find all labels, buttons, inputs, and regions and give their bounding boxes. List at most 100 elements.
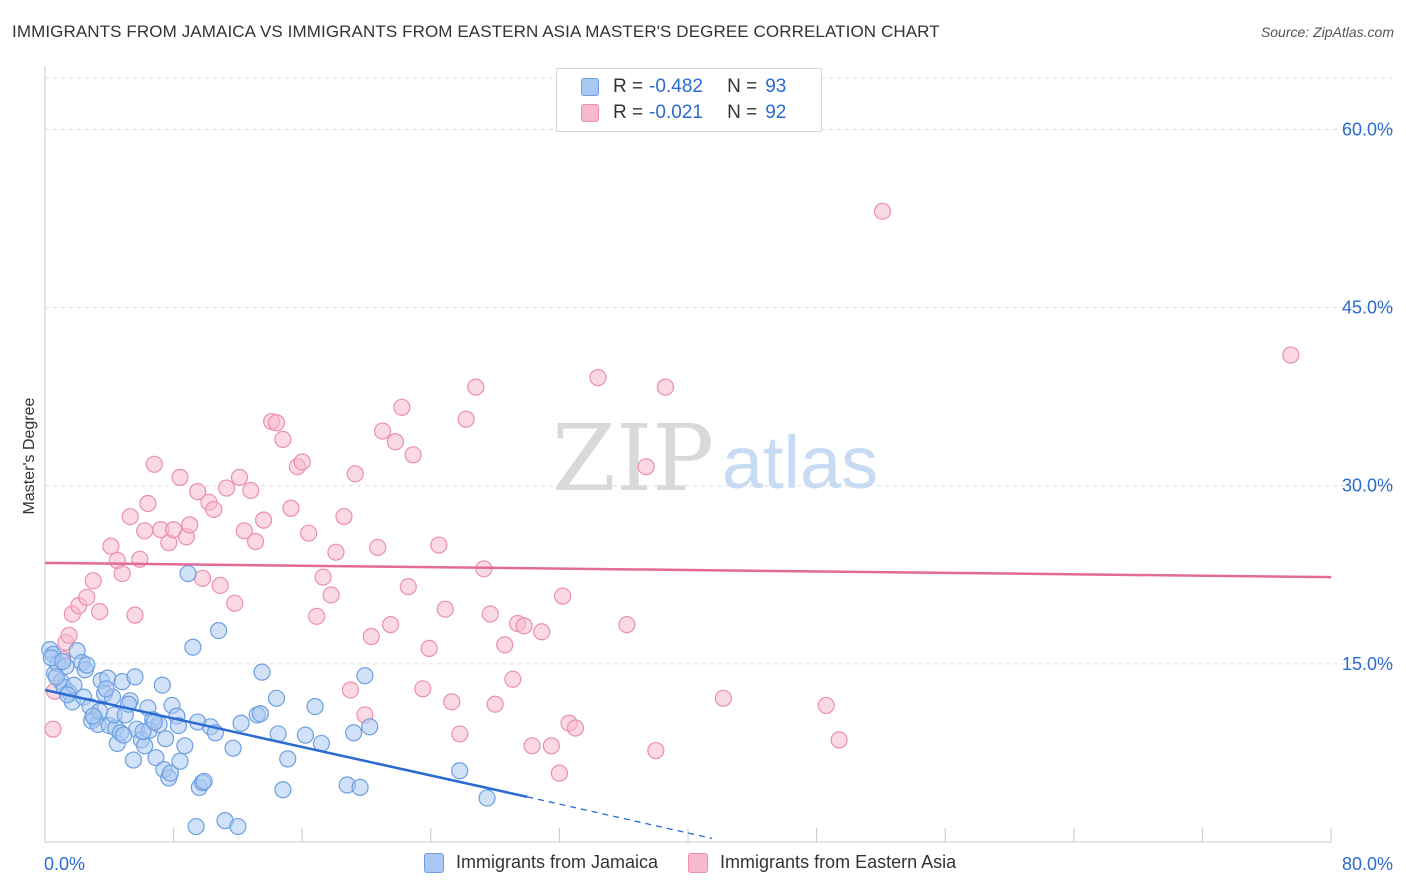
data-point-jamaica	[267, 689, 286, 707]
data-point-eastern-asia	[218, 479, 236, 497]
data-point-eastern-asia	[205, 500, 223, 519]
y-tick-label: 30.0%	[1342, 476, 1393, 496]
data-point-eastern-asia	[496, 636, 514, 654]
data-point-eastern-asia	[467, 378, 485, 396]
source-label: Source: ZipAtlas.com	[1260, 24, 1394, 40]
legend-n-value: 93	[765, 76, 787, 97]
data-point-eastern-asia	[91, 602, 109, 621]
data-point-eastern-asia	[420, 639, 438, 658]
data-point-jamaica	[345, 724, 363, 742]
legend-row-eastern-asia: R = -0.021 N = 92	[581, 101, 786, 125]
data-point-jamaica	[124, 751, 143, 769]
data-point-jamaica	[210, 621, 228, 640]
data-point-eastern-asia	[373, 422, 392, 440]
data-point-eastern-asia	[126, 606, 144, 624]
data-point-eastern-asia	[1282, 346, 1300, 364]
data-point-eastern-asia	[193, 569, 212, 587]
data-point-eastern-asia	[656, 378, 675, 396]
data-point-eastern-asia	[246, 532, 265, 551]
data-point-eastern-asia	[362, 627, 380, 646]
data-point-jamaica	[179, 564, 197, 583]
data-point-eastern-asia	[274, 430, 292, 448]
data-point-jamaica	[187, 817, 205, 836]
legend-n-label: N =	[727, 76, 758, 97]
y-tick-label: 60.0%	[1342, 119, 1393, 139]
data-point-jamaica	[161, 764, 179, 782]
data-point-eastern-asia	[139, 494, 157, 513]
data-point-jamaica	[147, 749, 165, 767]
x-tick-label: 0.0%	[44, 854, 85, 874]
data-point-eastern-asia	[542, 737, 560, 755]
data-point-eastern-asia	[523, 737, 541, 755]
data-point-eastern-asia	[873, 202, 892, 220]
legend-item-eastern-asia[interactable]: Immigrants from Eastern Asia	[688, 852, 956, 873]
legend-swatch-jamaica	[424, 852, 444, 873]
data-point-eastern-asia	[589, 369, 607, 387]
watermark: ZIP atlas	[552, 405, 878, 512]
data-point-eastern-asia	[327, 543, 345, 561]
data-point-eastern-asia	[399, 578, 417, 596]
data-point-jamaica	[54, 652, 72, 671]
trend-line-jamaica	[44, 688, 528, 799]
legend-r-label: R =	[613, 76, 644, 97]
data-point-eastern-asia	[504, 670, 522, 688]
data-point-eastern-asia	[293, 453, 311, 471]
x-tick-label: 80.0%	[1342, 854, 1393, 874]
data-point-eastern-asia	[457, 410, 475, 428]
series-legend: Immigrants from Jamaica Immigrants from …	[424, 852, 986, 873]
data-point-eastern-asia	[189, 483, 207, 501]
data-point-eastern-asia	[393, 398, 411, 416]
data-point-eastern-asia	[369, 538, 387, 557]
data-point-eastern-asia	[171, 468, 189, 486]
trend-lines	[44, 561, 1332, 840]
data-point-eastern-asia	[386, 433, 405, 451]
data-point-eastern-asia	[136, 522, 154, 540]
data-point-jamaica	[78, 656, 96, 674]
data-point-jamaica	[171, 752, 189, 770]
data-point-jamaica	[156, 730, 175, 748]
data-point-jamaica	[176, 737, 194, 755]
legend-n-value: 92	[765, 102, 787, 123]
series-jamaica-points	[41, 564, 496, 836]
data-point-jamaica	[351, 778, 369, 796]
data-point-eastern-asia	[830, 731, 848, 749]
data-point-eastern-asia	[300, 524, 318, 542]
data-point-eastern-asia	[382, 616, 400, 634]
watermark-atlas: atlas	[722, 421, 878, 504]
legend-item-jamaica[interactable]: Immigrants from Jamaica	[424, 852, 658, 873]
legend-label-eastern-asia: Immigrants from Eastern Asia	[720, 852, 957, 872]
legend-swatch-eastern-asia	[688, 852, 709, 873]
data-point-jamaica	[296, 726, 315, 744]
data-point-jamaica	[306, 698, 324, 716]
data-point-eastern-asia	[817, 696, 835, 715]
data-point-jamaica	[47, 668, 65, 686]
legend-r-value: -0.482	[649, 76, 703, 97]
data-point-eastern-asia	[404, 446, 422, 464]
data-point-jamaica	[451, 762, 469, 780]
data-point-jamaica	[84, 707, 102, 725]
data-point-eastern-asia	[714, 689, 732, 707]
data-point-eastern-asia	[486, 695, 504, 713]
data-point-eastern-asia	[113, 564, 131, 583]
data-point-jamaica	[184, 638, 202, 656]
legend-row-jamaica: R = -0.482 N = 93	[581, 75, 786, 99]
data-point-eastern-asia	[230, 468, 249, 486]
data-point-eastern-asia	[60, 626, 78, 644]
trend-line-jamaica-extension	[527, 796, 713, 840]
data-point-eastern-asia	[550, 764, 569, 782]
data-point-eastern-asia	[443, 693, 461, 711]
data-point-eastern-asia	[430, 536, 448, 554]
tick-labels: 15.0% 30.0% 45.0% 60.0% 0.0% 80.0%	[44, 119, 1393, 874]
axes	[44, 66, 1332, 843]
data-point-jamaica	[279, 750, 297, 768]
legend-swatch-eastern-asia	[581, 104, 599, 122]
watermark-zip: ZIP	[552, 405, 714, 512]
data-point-eastern-asia	[414, 680, 432, 698]
data-point-eastern-asia	[436, 600, 454, 618]
data-point-eastern-asia	[618, 616, 636, 634]
data-point-jamaica	[253, 663, 271, 681]
data-point-eastern-asia	[181, 516, 199, 534]
series-eastern-asia-points	[44, 202, 1300, 782]
data-point-jamaica	[134, 722, 152, 741]
